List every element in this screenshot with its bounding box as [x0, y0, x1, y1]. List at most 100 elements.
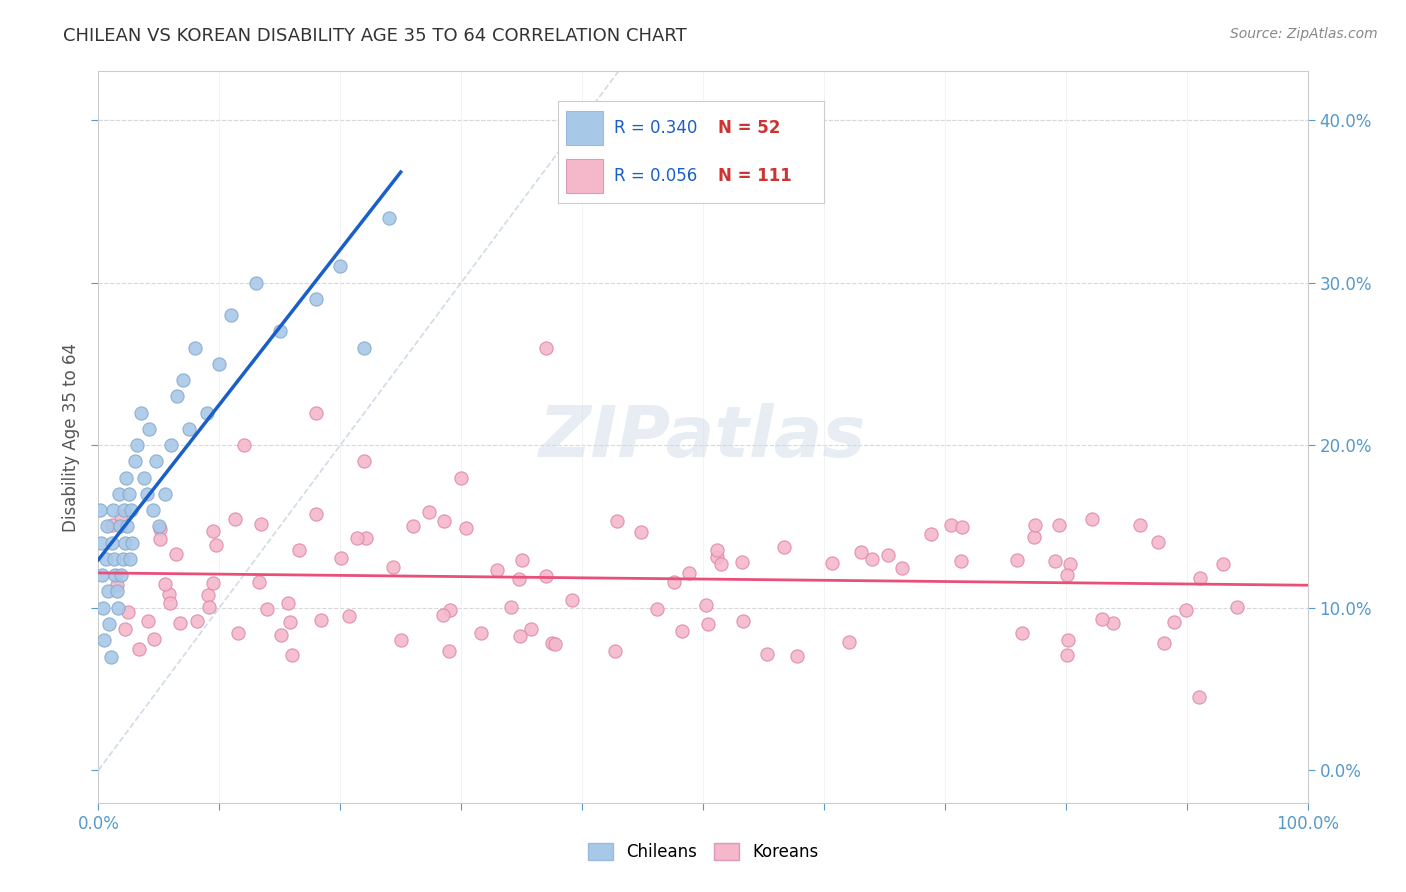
- Point: [544, 637, 567, 651]
- Point: [245, 276, 267, 290]
- Point: [706, 550, 728, 565]
- Point: [772, 541, 794, 555]
- Point: [337, 608, 360, 623]
- Point: [117, 606, 139, 620]
- Point: [179, 422, 201, 436]
- Point: [91, 568, 114, 582]
- Point: [439, 603, 461, 617]
- Point: [454, 521, 477, 535]
- Y-axis label: Disability Age 35 to 64: Disability Age 35 to 64: [62, 343, 80, 532]
- Point: [450, 471, 472, 485]
- Point: [534, 341, 557, 355]
- Point: [269, 325, 291, 339]
- Point: [519, 622, 541, 636]
- Point: [1057, 632, 1080, 647]
- Point: [105, 578, 128, 592]
- Point: [104, 568, 127, 582]
- Point: [201, 524, 224, 538]
- Point: [100, 535, 122, 549]
- Point: [485, 563, 508, 577]
- Point: [1212, 557, 1234, 571]
- Point: [89, 503, 111, 517]
- Point: [1226, 599, 1249, 614]
- Point: [100, 649, 122, 664]
- Point: [96, 519, 118, 533]
- Point: [1024, 518, 1046, 533]
- Point: [1056, 648, 1078, 662]
- Point: [786, 648, 808, 663]
- Point: [891, 561, 914, 575]
- Text: ZIPatlas: ZIPatlas: [540, 402, 866, 472]
- Point: [432, 514, 454, 528]
- Point: [731, 614, 754, 628]
- Point: [134, 471, 156, 485]
- Point: [270, 628, 292, 642]
- Point: [101, 518, 124, 533]
- Point: [224, 511, 246, 525]
- Point: [1174, 602, 1197, 616]
- Point: [108, 487, 131, 501]
- Point: [197, 600, 219, 615]
- Point: [195, 406, 218, 420]
- Point: [121, 535, 143, 549]
- Point: [226, 626, 249, 640]
- Point: [90, 535, 112, 549]
- Point: [145, 454, 167, 468]
- Point: [755, 647, 778, 661]
- Point: [470, 626, 492, 640]
- Point: [98, 617, 121, 632]
- Point: [278, 615, 301, 629]
- Point: [1080, 512, 1102, 526]
- Point: [509, 629, 531, 643]
- Point: [114, 535, 136, 549]
- Point: [136, 615, 159, 629]
- Point: [353, 454, 375, 468]
- Point: [118, 487, 141, 501]
- Point: [166, 389, 188, 403]
- Point: [128, 642, 150, 657]
- Point: [247, 574, 270, 589]
- Point: [94, 552, 117, 566]
- Point: [838, 634, 860, 648]
- Point: [143, 632, 166, 646]
- Point: [135, 487, 157, 501]
- Point: [280, 648, 302, 663]
- Point: [950, 554, 973, 568]
- Point: [541, 636, 564, 650]
- Point: [418, 505, 440, 519]
- Point: [1153, 636, 1175, 650]
- Point: [105, 584, 128, 599]
- Point: [402, 519, 425, 533]
- Point: [101, 503, 124, 517]
- Point: [159, 596, 181, 610]
- Point: [1059, 557, 1081, 571]
- Point: [1091, 612, 1114, 626]
- Point: [91, 600, 114, 615]
- Point: [165, 547, 187, 561]
- Point: [256, 602, 278, 616]
- Point: [329, 551, 352, 566]
- Point: [184, 341, 207, 355]
- Point: [157, 587, 180, 601]
- Point: [671, 624, 693, 638]
- Point: [950, 520, 973, 534]
- Point: [110, 508, 132, 523]
- Point: [172, 373, 194, 387]
- Point: [120, 503, 142, 517]
- Point: [114, 622, 136, 636]
- Point: [678, 566, 700, 581]
- Point: [153, 487, 176, 501]
- Point: [127, 438, 149, 452]
- Point: [305, 406, 328, 420]
- Point: [432, 607, 454, 622]
- Point: [706, 543, 728, 558]
- Point: [1163, 615, 1185, 629]
- Point: [107, 600, 129, 615]
- Point: [697, 616, 720, 631]
- Point: [1056, 568, 1078, 582]
- Point: [1005, 553, 1028, 567]
- Point: [93, 633, 115, 648]
- Point: [103, 552, 125, 566]
- Point: [329, 260, 352, 274]
- Legend: Chileans, Koreans: Chileans, Koreans: [581, 836, 825, 868]
